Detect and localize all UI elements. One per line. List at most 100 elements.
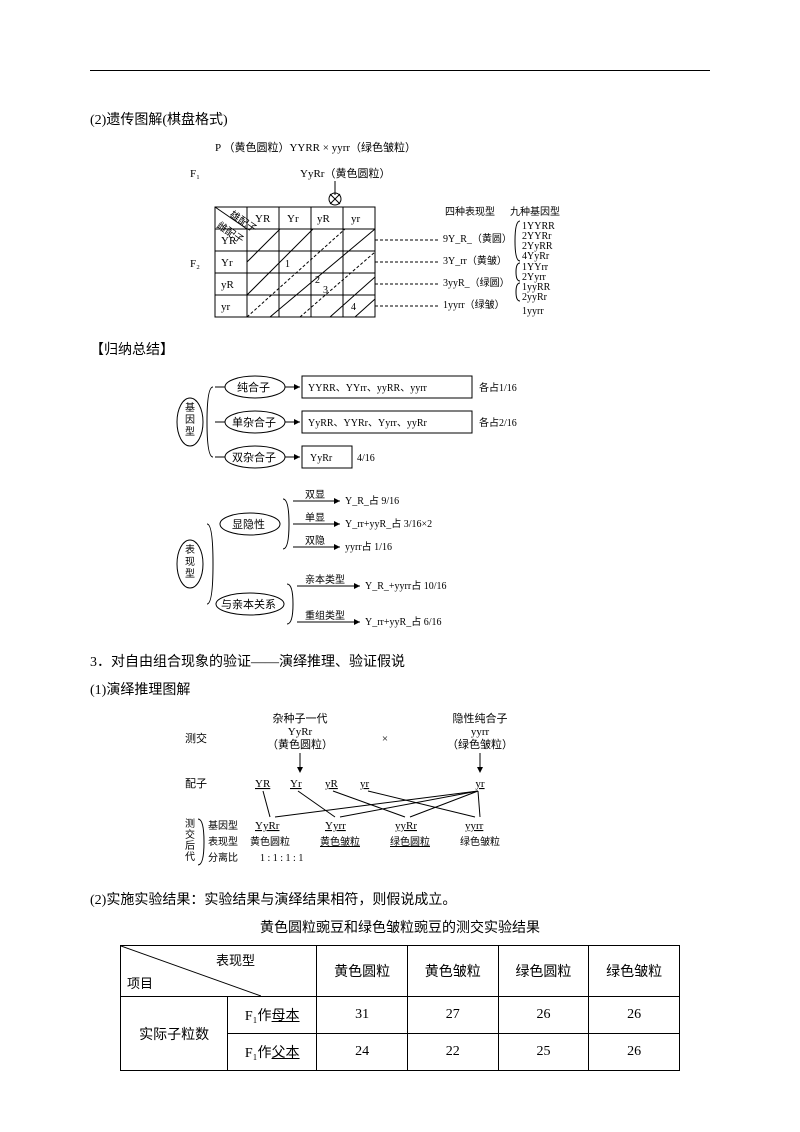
col-3: 绿色圆粒 — [498, 946, 589, 997]
svg-text:YR: YR — [221, 235, 237, 247]
testcross-diagram: 测交 配子 测 交 后 代 基因型 表现型 分离比 杂种子一代 YyRr （黄色… — [90, 707, 710, 881]
svg-text:yr: yr — [475, 778, 485, 790]
col-1: 黄色圆粒 — [317, 946, 408, 997]
svg-text:4: 4 — [351, 302, 356, 313]
svg-text:隐性纯合子: 隐性纯合子 — [453, 711, 508, 725]
svg-text:9Y_R_（黄圆）: 9Y_R_（黄圆） — [443, 232, 512, 245]
svg-text:现: 现 — [185, 556, 195, 568]
diagonal-header-cell: 表现型 项目 — [121, 946, 261, 996]
svg-text:显隐性: 显隐性 — [232, 517, 265, 531]
svg-text:Yr: Yr — [290, 778, 302, 790]
cell: 26 — [498, 997, 589, 1034]
svg-text:yR: yR — [221, 279, 235, 291]
svg-text:（绿色皱粒）: （绿色皱粒） — [447, 737, 513, 751]
svg-text:YR: YR — [255, 213, 271, 225]
cell: 24 — [317, 1034, 408, 1071]
svg-text:四种表现型: 四种表现型 — [445, 205, 495, 218]
svg-text:P （黄色圆粒）YYRR × yyrr（绿色皱粒）: P （黄色圆粒）YYRR × yyrr（绿色皱粒） — [215, 140, 416, 154]
svg-text:纯合子: 纯合子 — [237, 380, 270, 394]
svg-text:绿色圆粒: 绿色圆粒 — [390, 835, 430, 848]
svg-text:yr: yr — [351, 213, 361, 225]
header-top: 表现型 — [216, 950, 255, 969]
cell: 26 — [589, 1034, 680, 1071]
punnett-diagram: P （黄色圆粒）YYRR × yyrr（绿色皱粒） F₁ YyRr（黄色圆粒） … — [90, 137, 710, 331]
svg-text:YyRr: YyRr — [255, 820, 280, 832]
svg-text:双隐: 双隐 — [305, 535, 325, 547]
svg-text:yyrr: yyrr — [471, 726, 490, 738]
svg-text:Yyrr: Yyrr — [325, 820, 346, 832]
section-2-title: (2)遗传图解(棋盘格式) — [90, 109, 710, 129]
svg-text:黄色圆粒: 黄色圆粒 — [250, 835, 290, 848]
svg-text:YyRr: YyRr — [310, 453, 333, 464]
svg-text:yR: yR — [325, 778, 339, 790]
svg-text:重组类型: 重组类型 — [305, 609, 345, 622]
svg-text:2yyRr: 2yyRr — [522, 292, 548, 303]
svg-text:与亲本关系: 与亲本关系 — [221, 597, 276, 611]
svg-text:yyRr: yyRr — [395, 820, 417, 832]
svg-text:代: 代 — [185, 851, 195, 863]
svg-text:测: 测 — [185, 817, 195, 830]
svg-text:Yr: Yr — [287, 213, 299, 225]
svg-text:因: 因 — [185, 414, 195, 426]
col-4: 绿色皱粒 — [589, 946, 680, 997]
svg-text:绿色皱粒: 绿色皱粒 — [460, 835, 500, 848]
svg-text:YyRr: YyRr — [288, 726, 313, 738]
svg-text:测交: 测交 — [185, 731, 207, 745]
svg-text:黄色皱粒: 黄色皱粒 — [320, 835, 360, 848]
section-3-title: 3．对自由组合现象的验证——演绎推理、验证假说 — [90, 651, 710, 671]
results-table: 表现型 项目 黄色圆粒 黄色皱粒 绿色圆粒 绿色皱粒 实际子粒数 F₁作母本 3… — [120, 945, 680, 1071]
svg-text:各占1/16: 各占1/16 — [479, 381, 517, 394]
cell: 26 — [589, 997, 680, 1034]
svg-text:yr: yr — [221, 301, 231, 313]
svg-text:Yr: Yr — [221, 257, 233, 269]
svg-text:YYRR、YYrr、yyRR、yyrr: YYRR、YYrr、yyRR、yyrr — [308, 383, 428, 394]
svg-text:Y_rr+yyR_占 6/16: Y_rr+yyR_占 6/16 — [365, 615, 441, 628]
svg-text:配子: 配子 — [185, 777, 207, 790]
svg-text:Y_R_+yyrr占 10/16: Y_R_+yyrr占 10/16 — [365, 579, 446, 592]
svg-text:1yyrr（绿皱）: 1yyrr（绿皱） — [443, 298, 505, 311]
svg-text:亲本类型: 亲本类型 — [305, 573, 345, 586]
svg-text:型: 型 — [185, 425, 195, 438]
header-left: 项目 — [127, 973, 153, 992]
phenotype-tree: 表 现 型 显隐性 双显 Y_R_占 9/16 单显 Y_rr+yyR_占 3/… — [90, 489, 710, 643]
svg-text:3Y_rr（黄皱）: 3Y_rr（黄皱） — [443, 254, 507, 267]
svg-text:yr: yr — [360, 778, 370, 790]
svg-text:双杂合子: 双杂合子 — [232, 450, 276, 464]
svg-text:杂种子一代: 杂种子一代 — [273, 711, 328, 725]
svg-text:Y_R_占 9/16: Y_R_占 9/16 — [345, 494, 399, 507]
svg-text:YyRr（黄色圆粒）: YyRr（黄色圆粒） — [300, 166, 390, 180]
table-title: 黄色圆粒豌豆和绿色皱粒豌豆的测交实验结果 — [90, 917, 710, 937]
svg-text:Y_rr+yyR_占 3/16×2: Y_rr+yyR_占 3/16×2 — [345, 517, 432, 530]
svg-text:型: 型 — [185, 567, 195, 580]
svg-text:F₂: F₂ — [190, 258, 200, 270]
svg-text:YR: YR — [255, 778, 271, 790]
svg-text:1: 1 — [285, 259, 290, 270]
svg-text:1yyrr: 1yyrr — [522, 306, 544, 317]
svg-text:（黄色圆粒）: （黄色圆粒） — [267, 737, 333, 751]
svg-text:双显: 双显 — [305, 489, 325, 501]
svg-text:3: 3 — [323, 285, 328, 296]
cell: 27 — [407, 997, 498, 1034]
svg-text:F₁: F₁ — [190, 168, 200, 180]
col-2: 黄色皱粒 — [407, 946, 498, 997]
svg-text:单显: 单显 — [305, 512, 325, 524]
svg-text:各占2/16: 各占2/16 — [479, 416, 517, 429]
section-3-sub2: (2)实施实验结果：实验结果与演绎结果相符，则假说成立。 — [90, 889, 710, 909]
svg-text:2: 2 — [315, 275, 320, 286]
cell: 25 — [498, 1034, 589, 1071]
row1-label: F₁作母本 — [228, 997, 317, 1034]
svg-text:×: × — [382, 733, 388, 745]
svg-text:4/16: 4/16 — [357, 453, 375, 464]
svg-text:1 : 1 : 1 :: 1 : 1 : 1 : 1 — [260, 853, 303, 864]
svg-text:yR: yR — [317, 213, 331, 225]
row-group-label: 实际子粒数 — [121, 997, 228, 1071]
svg-text:九种基因型: 九种基因型 — [510, 205, 560, 218]
cell: 31 — [317, 997, 408, 1034]
svg-text:表: 表 — [185, 543, 195, 556]
svg-text:3yyR_（绿圆）: 3yyR_（绿圆） — [443, 276, 510, 289]
cell: 22 — [407, 1034, 498, 1071]
svg-text:基因型: 基因型 — [208, 819, 238, 832]
svg-text:分离比: 分离比 — [208, 851, 238, 864]
svg-text:后: 后 — [185, 840, 195, 852]
svg-text:YyRR、YYRr、Yyrr、yyRr: YyRR、YYRr、Yyrr、yyRr — [308, 418, 428, 429]
